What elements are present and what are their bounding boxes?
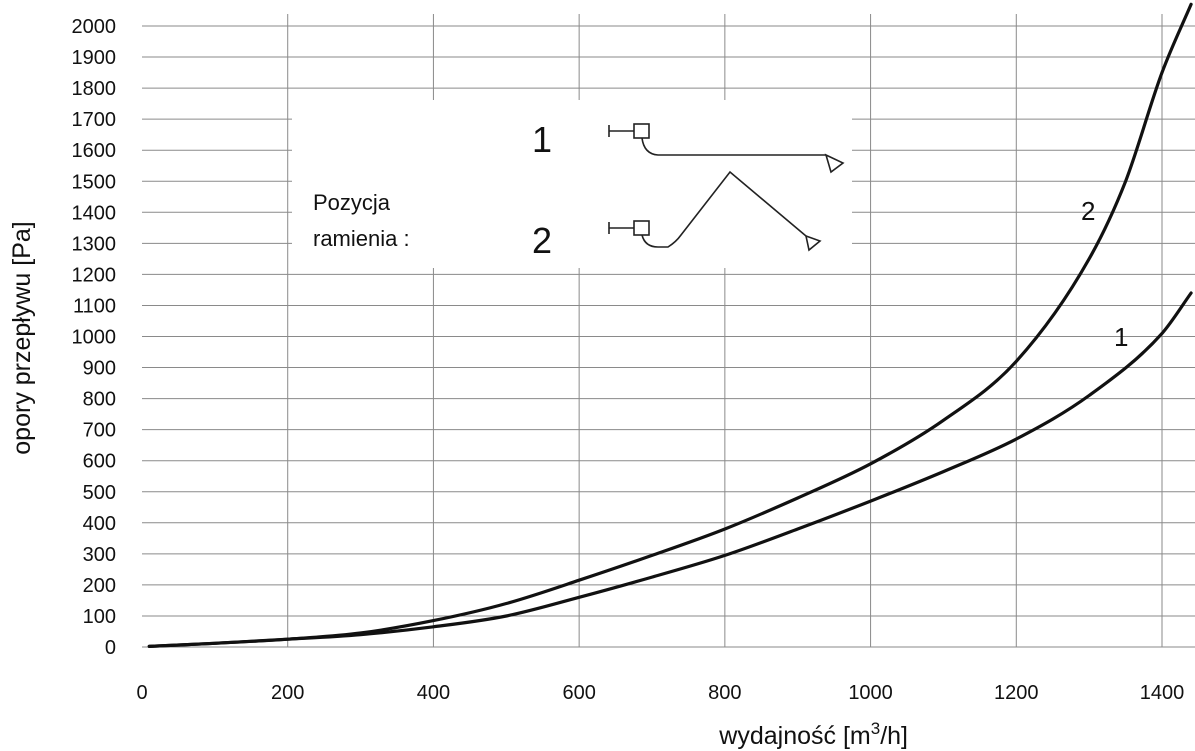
y-tick-label: 1500: [72, 171, 117, 193]
y-tick-label: 200: [83, 575, 116, 597]
arm-position-1-icon: [608, 123, 845, 174]
arm-position-inset: Pozycja ramienia : 1 2: [313, 119, 845, 261]
y-tick-label: 1100: [73, 295, 116, 317]
y-tick-label: 700: [83, 420, 116, 442]
x-tick-label: 600: [562, 682, 595, 704]
x-axis-title-superscript: 3: [871, 719, 880, 738]
y-tick-label: 1000: [72, 327, 117, 349]
series-label-2: 2: [1081, 196, 1095, 226]
y-tick-label: 800: [83, 389, 116, 411]
x-tick-label: 1000: [848, 682, 893, 704]
y-tick-label: 2000: [72, 16, 117, 38]
y-axis-title: opory przepływu [Pa]: [8, 221, 36, 454]
y-tick-label: 300: [83, 544, 116, 566]
x-tick-label: 0: [136, 682, 147, 704]
x-tick-label: 400: [417, 682, 450, 704]
y-tick-label: 1900: [72, 47, 117, 69]
x-tick-label: 1200: [994, 682, 1039, 704]
y-tick-label: 400: [83, 513, 116, 535]
y-tick-label: 900: [83, 358, 116, 380]
y-tick-label: 100: [83, 606, 116, 628]
y-tick-labels: 0 100 200 300 400 500 600 700 800 900 1000 1100 1200…: [72, 16, 117, 659]
y-tick-label: 1300: [72, 233, 117, 255]
x-tick-label: 800: [708, 682, 741, 704]
series-curves: [147, 2, 1193, 648]
inset-title-line1: Pozycja: [313, 190, 391, 215]
series-label-1: 1: [1114, 322, 1128, 352]
y-tick-label: 1700: [72, 109, 117, 131]
y-tick-label: 1200: [72, 264, 117, 286]
x-axis-title-end: /h]: [880, 722, 908, 750]
y-tick-label: 1600: [72, 140, 117, 162]
y-tick-label: 1800: [72, 78, 117, 100]
x-axis-title: wydajność [m3/h]: [718, 719, 908, 750]
x-tick-labels: 0 200 400 600 800 1000 1200 1400: [136, 682, 1184, 704]
y-tick-label: 500: [83, 482, 116, 504]
inset-position-2: 2: [532, 220, 552, 261]
series-line-2: [147, 2, 1193, 648]
x-tick-label: 1400: [1140, 682, 1185, 704]
inset-position-1: 1: [532, 119, 552, 160]
inset-title-line2: ramienia :: [313, 226, 410, 251]
y-tick-label: 600: [83, 451, 116, 473]
y-tick-label: 1400: [72, 202, 117, 224]
x-tick-label: 200: [271, 682, 304, 704]
series-line-1: [147, 291, 1193, 648]
inset-background: [292, 100, 852, 268]
arm-position-2-icon: [608, 170, 822, 252]
y-tick-label: 0: [105, 637, 116, 659]
